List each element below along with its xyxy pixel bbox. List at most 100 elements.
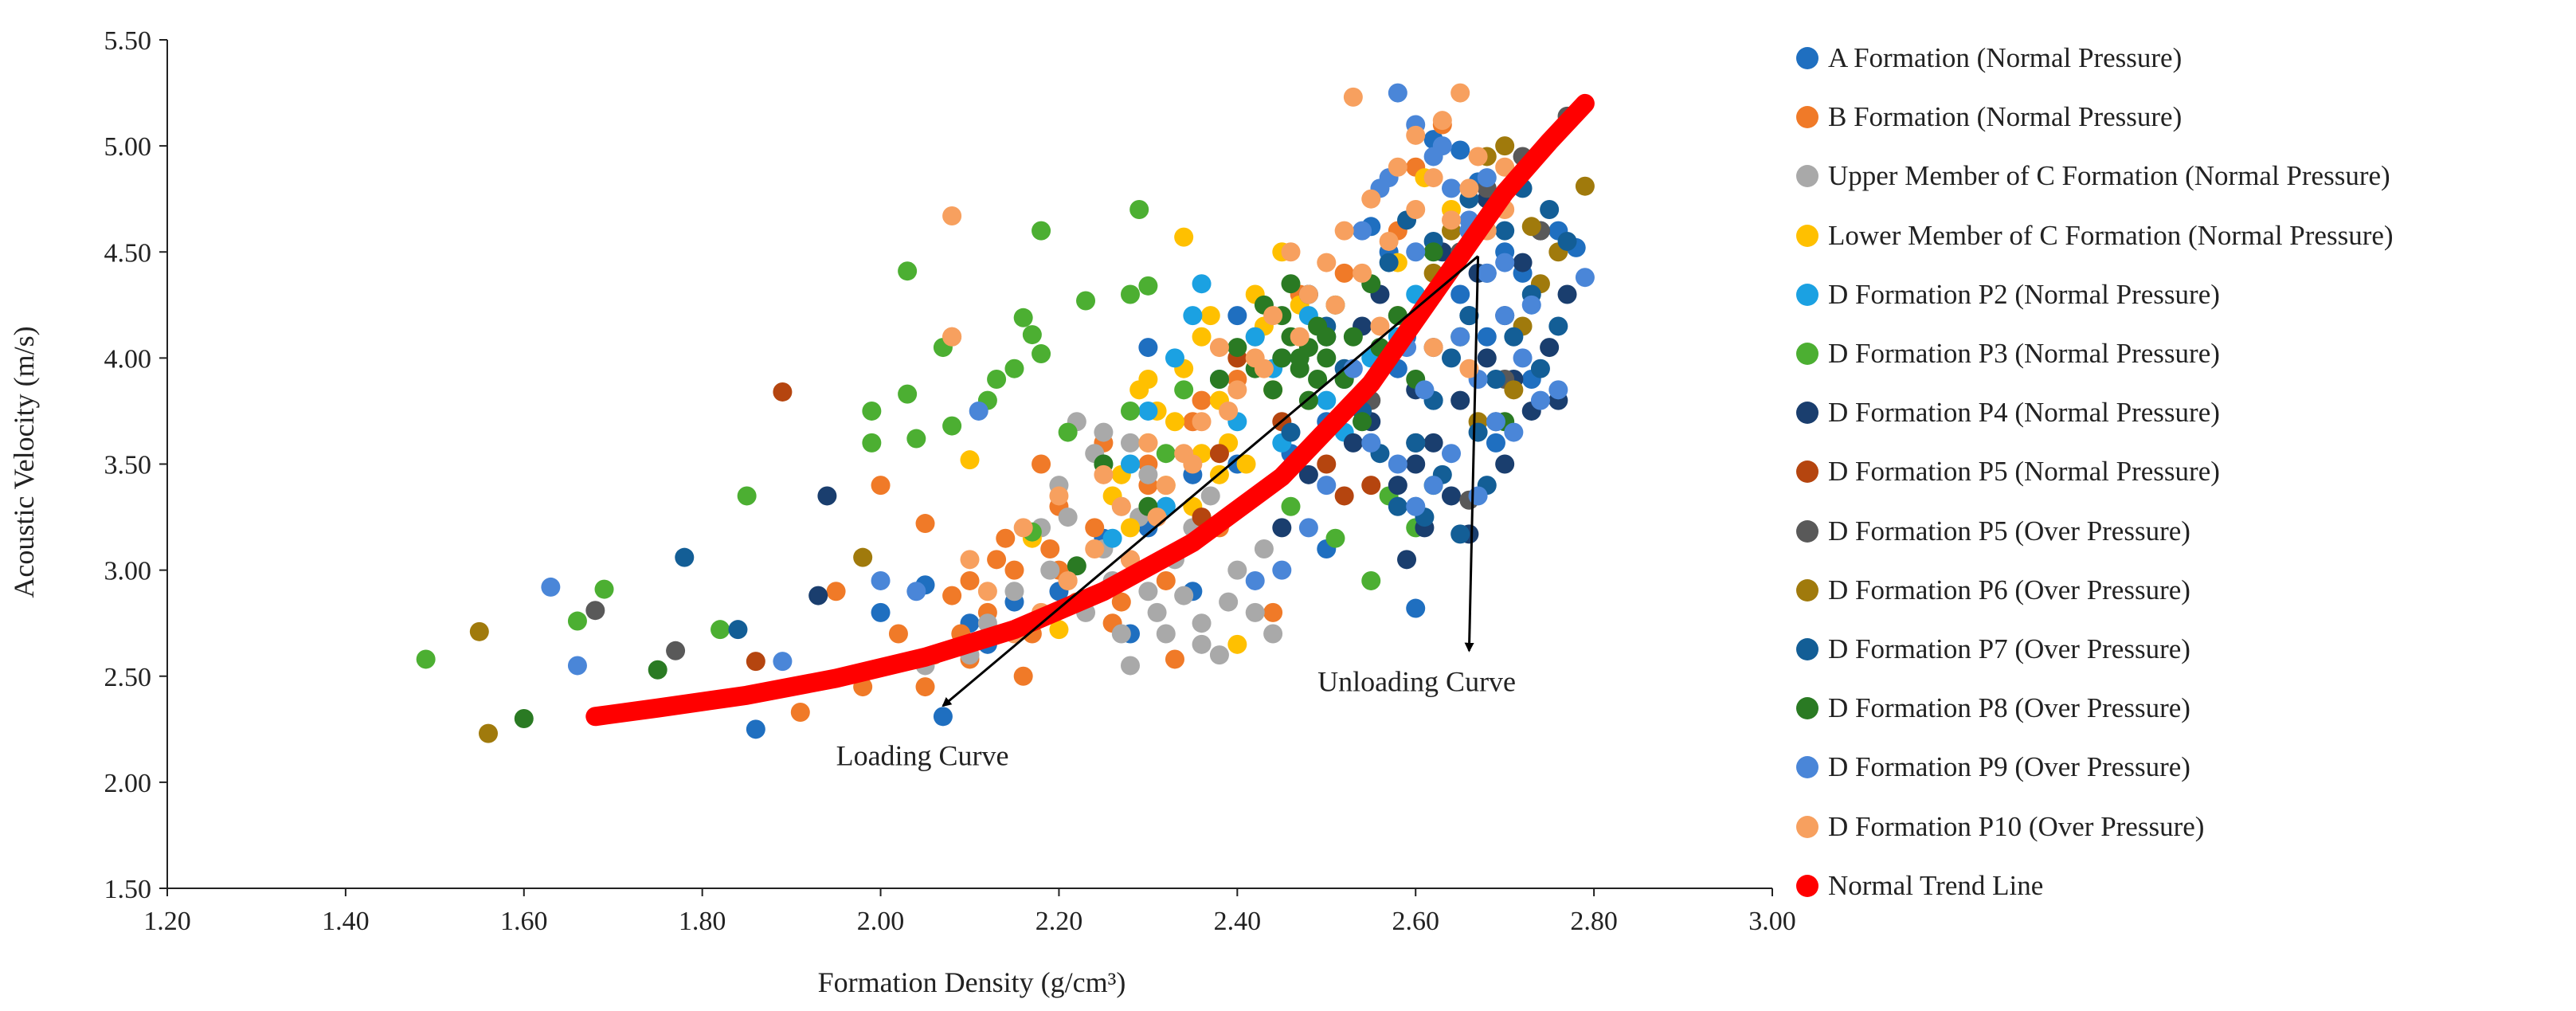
legend-marker-icon: [1796, 578, 1818, 602]
x-tick-label: 2.00: [857, 907, 905, 936]
data-point: [1094, 422, 1114, 442]
data-point: [1442, 348, 1461, 368]
data-point: [1317, 327, 1337, 347]
data-point: [594, 579, 614, 599]
legend-label: D Formation P8 (Over Pressure): [1828, 692, 2190, 724]
data-point: [1129, 200, 1149, 219]
data-point: [773, 382, 793, 402]
data-point: [1334, 263, 1354, 283]
y-tick-label: 2.50: [104, 663, 152, 692]
annotation-arrow: [1464, 256, 1480, 652]
data-point: [1477, 263, 1497, 283]
data-point: [1111, 592, 1131, 612]
data-point: [1121, 656, 1140, 676]
data-point: [1450, 390, 1470, 410]
legend-marker-icon: [1796, 402, 1818, 425]
legend-item: D Formation P4 (Normal Pressure): [1796, 383, 2573, 442]
data-point: [1353, 221, 1372, 241]
data-point: [1388, 496, 1407, 516]
data-point: [1263, 306, 1283, 326]
data-point: [1085, 518, 1105, 538]
data-point: [1245, 570, 1265, 590]
annotations: Loading Curve Unloading Curve: [836, 255, 1516, 772]
data-point: [853, 547, 873, 567]
data-point: [960, 570, 980, 590]
legend-marker-icon: [1796, 106, 1818, 129]
data-point: [1138, 338, 1158, 358]
data-point: [1013, 518, 1033, 538]
x-tick-label: 1.20: [143, 907, 191, 936]
data-point: [1209, 338, 1229, 358]
data-point: [514, 709, 534, 728]
annotation-arrow: [942, 255, 1479, 707]
data-point: [1281, 496, 1301, 516]
legend-item: D Formation P10 (Over Pressure): [1796, 797, 2573, 856]
data-point: [898, 261, 918, 281]
data-point: [1138, 582, 1158, 602]
data-point: [1504, 422, 1524, 442]
data-point: [1540, 338, 1560, 358]
data-point: [1200, 306, 1220, 326]
data-point: [1156, 570, 1176, 590]
data-point: [1121, 401, 1140, 421]
data-point: [942, 206, 962, 225]
data-point: [1521, 217, 1541, 237]
data-point: [1317, 454, 1337, 474]
data-point: [1192, 274, 1212, 294]
data-point: [1442, 486, 1461, 506]
legend-marker-icon: [1796, 283, 1818, 306]
data-point: [1442, 210, 1461, 230]
data-point: [1495, 221, 1515, 241]
data-point: [1281, 274, 1301, 294]
data-point: [1388, 83, 1407, 103]
data-point: [1013, 308, 1033, 327]
data-point: [416, 649, 436, 669]
data-point: [1183, 306, 1203, 326]
data-point: [1415, 380, 1435, 400]
data-point: [790, 703, 810, 723]
data-point: [1245, 602, 1265, 622]
data-point: [1102, 528, 1122, 548]
data-point: [1058, 507, 1078, 527]
data-point: [1521, 295, 1541, 315]
data-point: [1192, 634, 1212, 654]
data-point: [1254, 539, 1274, 558]
legend-marker-icon: [1796, 874, 1818, 897]
normal-trend-line: [585, 93, 1595, 727]
data-point: [969, 401, 989, 421]
data-point: [1121, 518, 1140, 538]
data-point: [1085, 539, 1105, 558]
data-point: [1442, 444, 1461, 464]
x-tick-label: 2.40: [1214, 907, 1262, 936]
data-point: [915, 514, 935, 534]
legend-marker-icon: [1796, 47, 1818, 70]
data-point: [1432, 111, 1452, 131]
legend-item: Normal Trend Line: [1796, 856, 2573, 915]
data-point: [906, 429, 926, 449]
data-point: [1557, 231, 1577, 251]
data-point: [1298, 284, 1318, 304]
data-point: [1227, 380, 1247, 400]
y-tick-label: 1.50: [104, 875, 152, 904]
data-point: [1442, 178, 1461, 198]
data-point: [1432, 136, 1452, 156]
data-point: [1361, 189, 1381, 209]
legend-label: A Formation (Normal Pressure): [1828, 42, 2183, 74]
data-point: [1325, 528, 1345, 548]
data-point: [1423, 433, 1443, 453]
trend-line-group: [585, 93, 1595, 727]
data-point: [1459, 306, 1479, 326]
y-tick-label: 2.00: [104, 769, 152, 798]
data-point: [960, 550, 980, 570]
data-point: [1067, 556, 1086, 576]
legend-label: D Formation P6 (Over Pressure): [1828, 574, 2190, 605]
data-point: [746, 719, 765, 739]
data-point: [1174, 227, 1194, 247]
data-point: [1165, 412, 1184, 432]
data-point: [871, 476, 891, 496]
data-point: [1281, 422, 1301, 442]
data-point: [862, 433, 882, 453]
data-point: [1236, 454, 1256, 474]
data-point: [728, 620, 748, 640]
